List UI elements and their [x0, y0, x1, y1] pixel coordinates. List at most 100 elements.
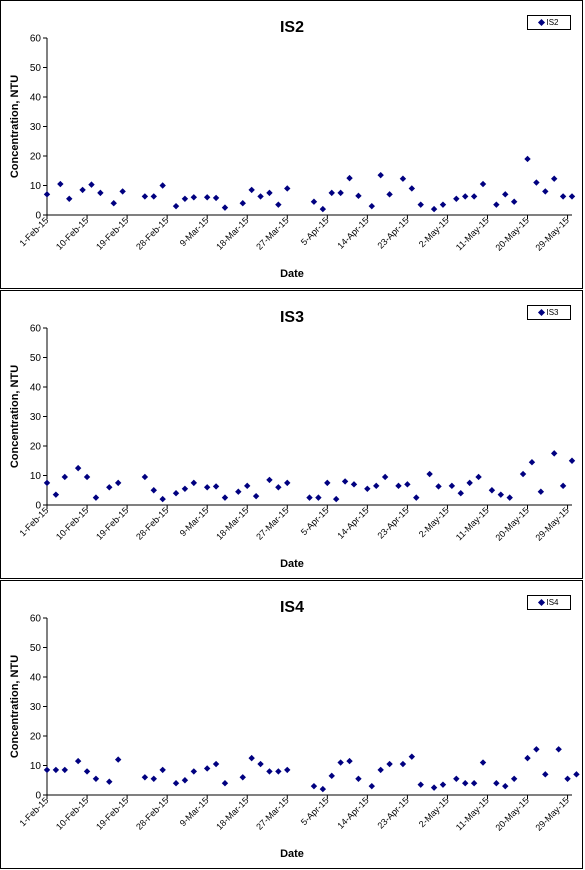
x-axis-title: Date	[280, 848, 304, 860]
data-point	[221, 494, 229, 501]
data-point	[346, 757, 353, 765]
x-tick-label: 5-Apr-15	[299, 215, 331, 247]
y-tick-label: 10	[30, 471, 42, 482]
legend: IS3	[527, 305, 571, 320]
data-point	[315, 494, 322, 501]
y-tick-label: 60	[30, 324, 42, 335]
data-point	[453, 775, 460, 782]
data-point	[172, 490, 180, 497]
data-point	[275, 768, 282, 775]
data-point	[319, 785, 327, 793]
data-point	[150, 775, 157, 782]
data-point	[355, 775, 362, 782]
x-axis-title: Date	[280, 558, 304, 570]
data-point	[266, 476, 273, 484]
y-tick-label: 20	[30, 442, 42, 453]
y-tick-label: 10	[30, 761, 42, 772]
data-point	[141, 774, 149, 781]
data-point	[159, 182, 166, 189]
data-point	[542, 188, 549, 195]
data-point	[386, 191, 393, 198]
data-point	[493, 780, 500, 787]
x-tick-label: 10-Feb-15	[54, 215, 90, 251]
chart-panel-is2: IS2 0 10 20 30 40 50 60 1-Feb-15 10-Feb-15 19-Feb-…	[0, 0, 583, 289]
data-point	[275, 484, 282, 491]
x-tick-label: 29-May-15	[533, 505, 570, 542]
data-point	[190, 194, 198, 201]
x-tick-label: 2-May-15	[417, 795, 451, 829]
data-point	[74, 757, 82, 765]
x-tick-label: 9-Mar-15	[178, 505, 211, 538]
data-point	[235, 488, 242, 495]
y-tick-label: 0	[35, 791, 41, 802]
data-point	[248, 186, 255, 194]
x-tick-label: 2-May-15	[417, 215, 451, 249]
x-axis-title: Date	[280, 268, 304, 280]
x-tick-label: 27-Mar-15	[254, 795, 290, 831]
x-tick-label: 5-Apr-15	[299, 795, 331, 827]
data-point	[203, 765, 211, 772]
data-point	[502, 191, 509, 198]
data-point	[408, 185, 416, 192]
data-point	[519, 470, 527, 478]
data-point	[408, 753, 416, 760]
x-tick-label: 11-May-15	[454, 215, 491, 252]
data-point	[533, 179, 540, 186]
data-point	[470, 780, 478, 787]
data-point	[506, 494, 513, 501]
data-point	[524, 754, 531, 762]
data-point	[212, 760, 220, 768]
data-point	[573, 771, 580, 778]
y-tick-label: 30	[30, 702, 42, 713]
y-tick-label: 30	[30, 412, 42, 423]
data-point	[252, 492, 260, 500]
data-point	[119, 188, 126, 195]
data-point	[244, 482, 251, 490]
data-point	[466, 479, 473, 487]
data-point	[190, 768, 198, 775]
data-point	[462, 193, 469, 200]
legend-marker-icon	[538, 18, 546, 27]
x-tick-label: 28-Feb-15	[134, 505, 170, 541]
data-point	[332, 495, 340, 503]
data-point	[341, 478, 349, 485]
data-point	[159, 495, 166, 503]
y-tick-label: 50	[30, 643, 42, 654]
data-point	[92, 494, 100, 501]
data-point	[266, 189, 273, 197]
x-tick-label: 29-May-15	[533, 215, 570, 252]
data-point	[435, 483, 442, 490]
legend-marker-icon	[538, 598, 546, 607]
data-point	[386, 760, 393, 768]
data-point	[97, 189, 104, 197]
data-point	[257, 760, 264, 768]
chart-title: IS3	[280, 309, 304, 326]
chart-title: IS2	[280, 19, 304, 36]
legend-label: IS2	[546, 18, 559, 27]
data-point	[502, 782, 509, 790]
data-point	[355, 192, 362, 200]
data-point	[88, 181, 95, 188]
data-point	[79, 186, 86, 194]
data-point	[92, 775, 100, 782]
data-point	[381, 473, 389, 481]
data-point	[493, 201, 500, 208]
data-point	[373, 482, 380, 490]
chart-svg: IS2 0 10 20 30 40 50 60 1-Feb-15 10-Feb-15 19-Feb-…	[9, 19, 576, 280]
data-point	[399, 760, 407, 768]
data-point	[368, 782, 375, 790]
data-point	[426, 470, 433, 478]
legend-label: IS4	[546, 598, 559, 607]
y-axis-title: Concentration, NTU	[9, 365, 21, 468]
data-point	[52, 766, 60, 774]
data-point	[457, 490, 464, 497]
data-point	[497, 491, 505, 498]
data-point	[248, 754, 255, 762]
x-tick-label: 23-Apr-15	[375, 215, 410, 250]
data-point	[306, 494, 313, 501]
data-point	[257, 193, 264, 200]
data-point	[439, 201, 447, 208]
data-point	[368, 202, 375, 210]
chart-title: IS4	[280, 599, 304, 616]
x-tick-label: 1-Feb-15	[18, 505, 51, 538]
